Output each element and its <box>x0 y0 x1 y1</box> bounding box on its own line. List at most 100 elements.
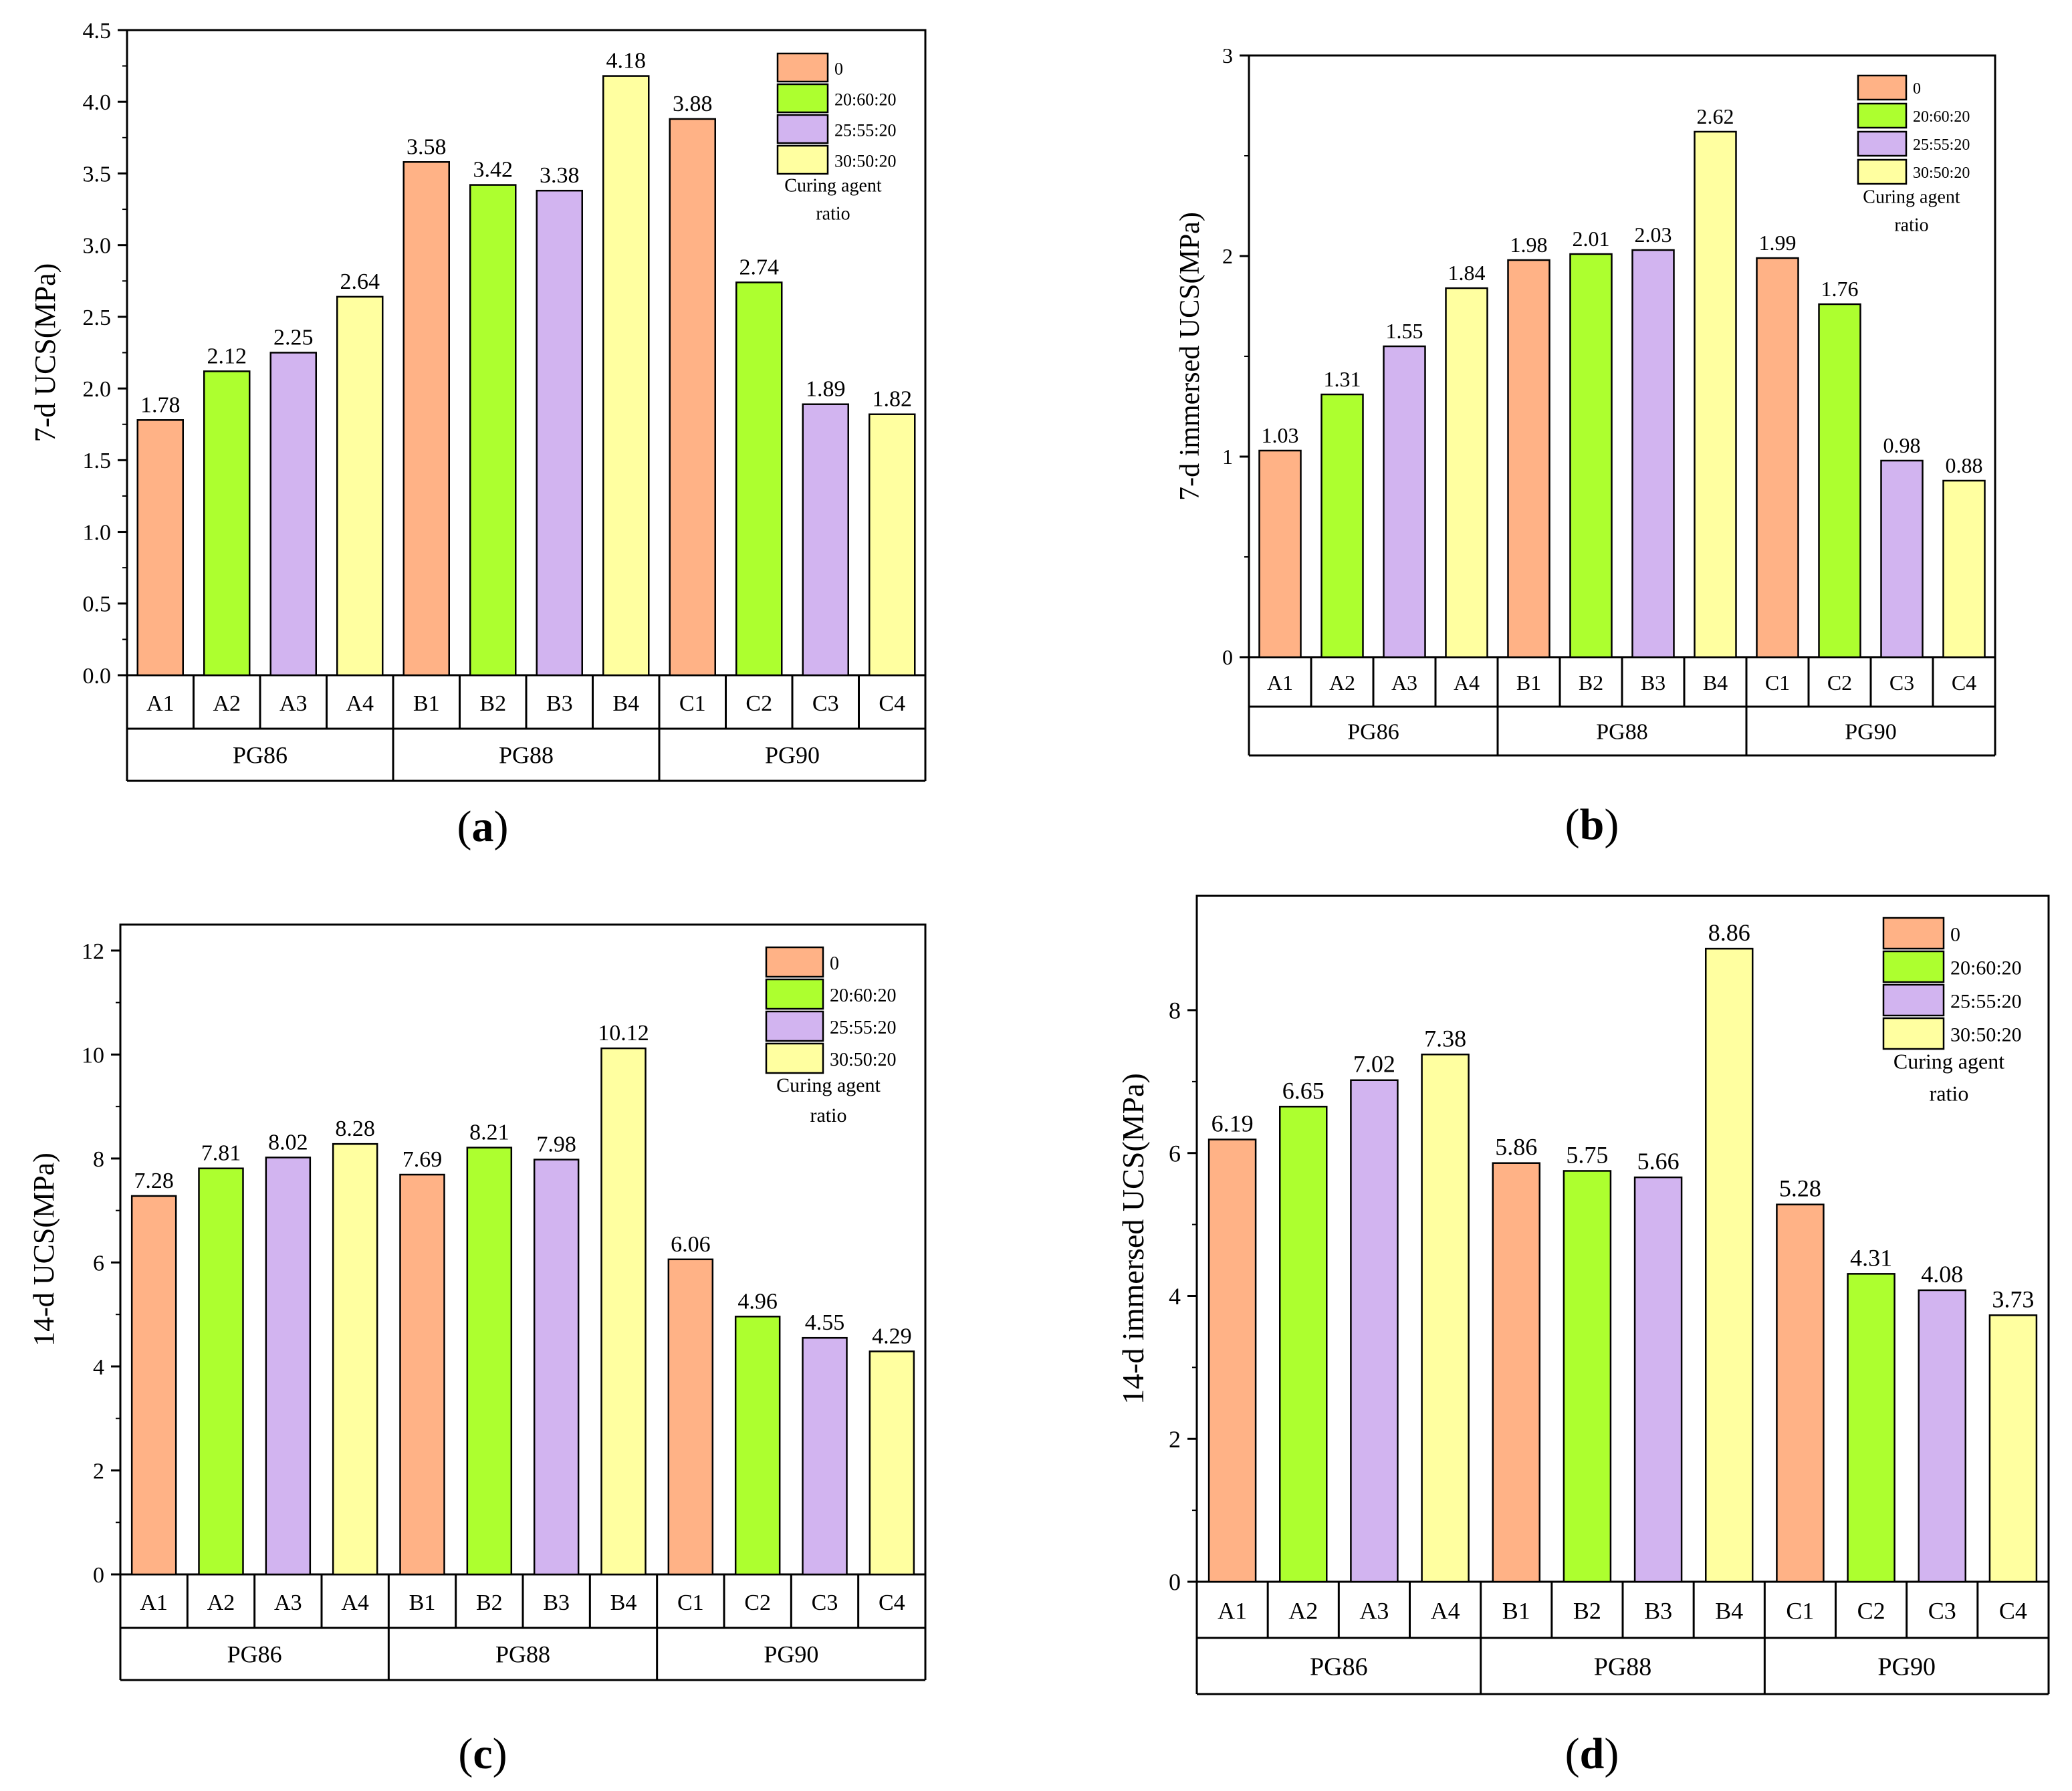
bar-A2 <box>198 1167 244 1576</box>
data-label-B2: 3.42 <box>473 158 513 183</box>
data-label-A4: 7.38 <box>1424 1025 1466 1052</box>
legend-entry: 30:50:20 <box>1913 164 1970 182</box>
legend: 0 20:60:20 25:55:20 30:50:20 Curing agent rat… <box>765 946 897 1126</box>
data-label-A1: 1.03 <box>1262 423 1299 447</box>
bar-A1 <box>1207 1139 1257 1583</box>
data-label-B2: 5.75 <box>1566 1141 1608 1168</box>
data-label-B4: 4.18 <box>606 49 647 74</box>
bar-C4 <box>869 1350 915 1576</box>
x-category-label: A3 <box>279 691 308 716</box>
panel-caption: (c) <box>458 1729 507 1778</box>
bar-C4 <box>869 413 916 677</box>
bar-C1 <box>1776 1203 1825 1583</box>
data-label-B3: 2.03 <box>1635 223 1672 247</box>
y-tick-label: 4 <box>93 1355 104 1380</box>
data-label-A2: 2.12 <box>207 344 247 368</box>
data-label-C1: 1.99 <box>1759 231 1797 255</box>
x-category-label: A4 <box>1454 671 1480 695</box>
x-category-label: C4 <box>879 1590 905 1615</box>
bar-C2 <box>1847 1273 1895 1583</box>
legend-title: ratio <box>1930 1082 1969 1106</box>
x-group-label: PG86 <box>233 742 287 769</box>
x-category-label: A2 <box>213 691 241 716</box>
legend-entry: 30:50:20 <box>830 1050 897 1070</box>
legend-swatch <box>765 1042 824 1074</box>
legend-entry: 0 <box>1950 924 1960 946</box>
y-tick-label: 2 <box>1169 1426 1181 1453</box>
x-category-label: C4 <box>1999 1598 2027 1625</box>
bar-B1 <box>402 161 450 677</box>
bar-B2 <box>1563 1170 1612 1583</box>
x-group-label: PG88 <box>495 1641 550 1668</box>
x-group-label: PG88 <box>499 742 554 769</box>
data-label-B4: 10.12 <box>598 1021 649 1046</box>
chart-panel-2: 0 1 2 3 7-d immersed UCS(MPa) 1.03 A1 1.31 A2 1.5… <box>1175 43 1996 849</box>
bar-C2 <box>1818 303 1861 659</box>
panel-caption: (d) <box>1565 1729 1619 1778</box>
y-tick-label: 12 <box>82 939 104 964</box>
bar-B1 <box>1492 1162 1540 1583</box>
legend-entry: 25:55:20 <box>1913 136 1970 154</box>
legend-entry: 0 <box>834 59 843 79</box>
legend-swatch <box>1882 1017 1945 1050</box>
bar-B4 <box>1705 947 1754 1583</box>
legend-title: ratio <box>816 203 850 224</box>
bar-A3 <box>265 1157 312 1576</box>
x-category-label: C2 <box>1827 671 1852 695</box>
x-category-label: C1 <box>677 1590 704 1615</box>
legend-entry: 0 <box>1913 80 1921 98</box>
bar-B3 <box>536 189 583 677</box>
y-tick-label: 1.5 <box>83 449 112 473</box>
legend-entry: 20:60:20 <box>834 90 896 110</box>
legend-title: ratio <box>1894 215 1928 235</box>
y-axis-label: 14-d UCS(MPa) <box>27 1153 60 1346</box>
data-label-A3: 1.55 <box>1386 319 1423 343</box>
data-label-C2: 4.96 <box>737 1289 778 1314</box>
bar-A4 <box>332 1143 378 1576</box>
bar-A4 <box>1421 1054 1470 1583</box>
bar-B3 <box>1633 1176 1683 1583</box>
legend-entry: 30:50:20 <box>1950 1024 2022 1046</box>
bar-A1 <box>1258 449 1302 659</box>
y-tick-label: 10 <box>82 1043 104 1068</box>
y-tick-label: 1.0 <box>83 520 112 545</box>
x-category-label: C2 <box>1857 1598 1885 1625</box>
x-category-label: A1 <box>1218 1598 1247 1625</box>
legend-entry: 20:60:20 <box>1950 957 2022 979</box>
data-label-A2: 7.81 <box>201 1141 241 1166</box>
legend-title: Curing agent <box>776 1074 881 1096</box>
bar-B2 <box>1569 253 1613 659</box>
data-label-C1: 3.88 <box>673 92 713 116</box>
x-group-label: PG86 <box>227 1641 282 1668</box>
legend-entry: 20:60:20 <box>830 985 897 1006</box>
legend-title: ratio <box>810 1104 847 1126</box>
bar-B4 <box>602 75 650 677</box>
bar-B3 <box>1631 249 1675 659</box>
y-tick-label: 3.5 <box>83 162 112 187</box>
legend-swatch <box>1882 983 1945 1017</box>
y-tick-label: 0.0 <box>83 664 112 689</box>
bar-B2 <box>469 184 517 677</box>
chart-panel-1: 0.0 0.5 1.0 1.5 2.0 2.5 3.0 3.5 4.0 4.5 7-d UCS(MP… <box>29 19 927 851</box>
data-label-C3: 4.08 <box>1921 1261 1963 1288</box>
x-category-label: B4 <box>610 1590 637 1615</box>
y-axis-label: 14-d immersed UCS(MPa) <box>1116 1073 1150 1405</box>
x-category-label: A3 <box>274 1590 302 1615</box>
legend-entry: 25:55:20 <box>1950 991 2022 1013</box>
legend-swatch <box>1857 74 1908 101</box>
data-label-C1: 5.28 <box>1779 1175 1821 1202</box>
data-label-C3: 0.98 <box>1883 433 1921 457</box>
bar-C1 <box>1756 257 1799 659</box>
data-label-A2: 6.65 <box>1282 1077 1325 1104</box>
bar-A4 <box>1445 287 1488 659</box>
x-group-label: PG90 <box>1877 1653 1936 1681</box>
legend-swatch <box>776 144 829 175</box>
panel-caption: (a) <box>457 802 509 851</box>
legend-title: Curing agent <box>784 175 882 196</box>
panel-caption: (b) <box>1565 800 1619 849</box>
legend-entry: 20:60:20 <box>1913 108 1970 126</box>
chart-panel-3: 0 2 4 6 8 10 12 14-d UCS(MPa) 7.28 A1 7.81 A2 8.02 A3… <box>27 923 927 1778</box>
bar-C2 <box>735 281 783 677</box>
data-label-B3: 7.98 <box>536 1132 576 1157</box>
y-tick-label: 2 <box>93 1459 104 1483</box>
